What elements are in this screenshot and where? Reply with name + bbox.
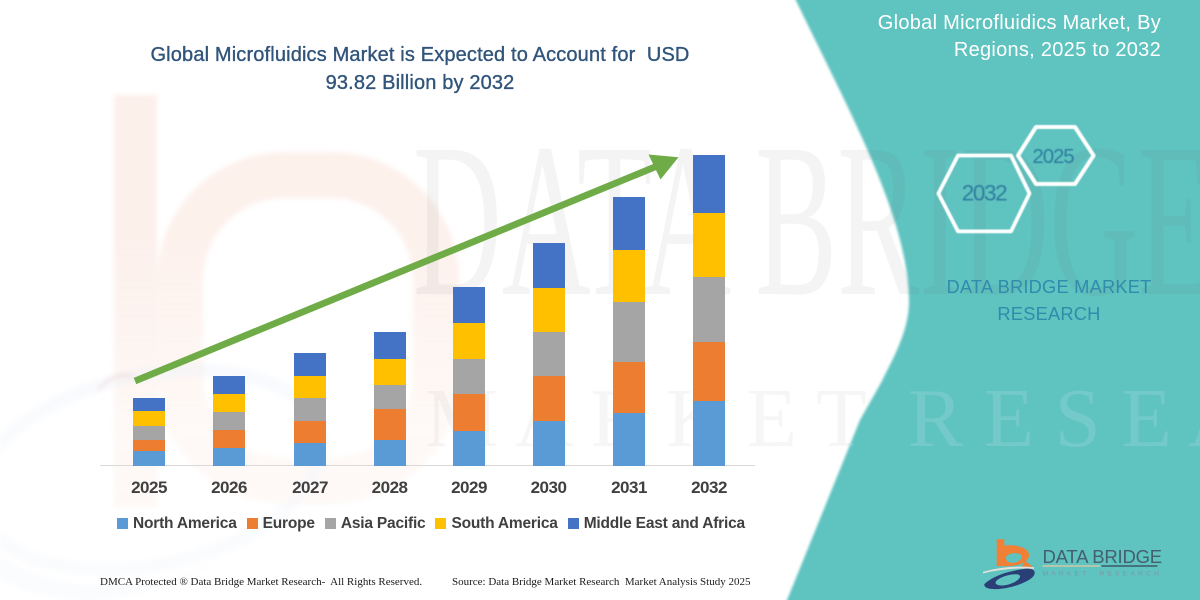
svg-text:MARKET RESEARCH: MARKET RESEARCH [1043,571,1162,578]
svg-text:2032: 2032 [962,181,1007,206]
svg-text:2025: 2025 [1032,145,1074,168]
svg-text:DATA BRIDGE: DATA BRIDGE [1043,546,1162,567]
svg-text:M A R K E T R E S E A R C H: M A R K E T R E S E A R C H [425,372,1200,465]
